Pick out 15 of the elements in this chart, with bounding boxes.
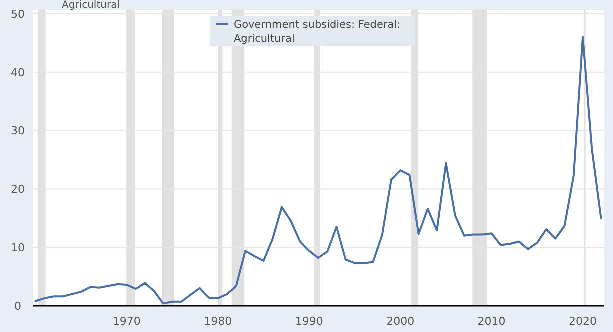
text: Agricultural <box>62 0 120 11</box>
y-tick-label: 10 <box>11 241 25 254</box>
x-tick-label: 1970 <box>112 315 141 328</box>
x-tick-label: 1990 <box>295 315 324 328</box>
line-series <box>34 36 602 305</box>
y-tick-label: 50 <box>11 8 25 21</box>
x-tick-label: 2010 <box>478 315 506 328</box>
y-tick-label: 0 <box>14 300 22 313</box>
x-tick-label: 2020 <box>569 315 598 328</box>
x-tick-label: 2000 <box>386 315 415 328</box>
y-tick-label: 20 <box>11 183 25 196</box>
legend-label: Government subsidies: Federal: Agricultural <box>234 19 401 45</box>
y-tick-label: 30 <box>11 124 25 138</box>
x-tick-label: 1980 <box>204 315 232 328</box>
y-tick-label: 40 <box>11 66 25 80</box>
